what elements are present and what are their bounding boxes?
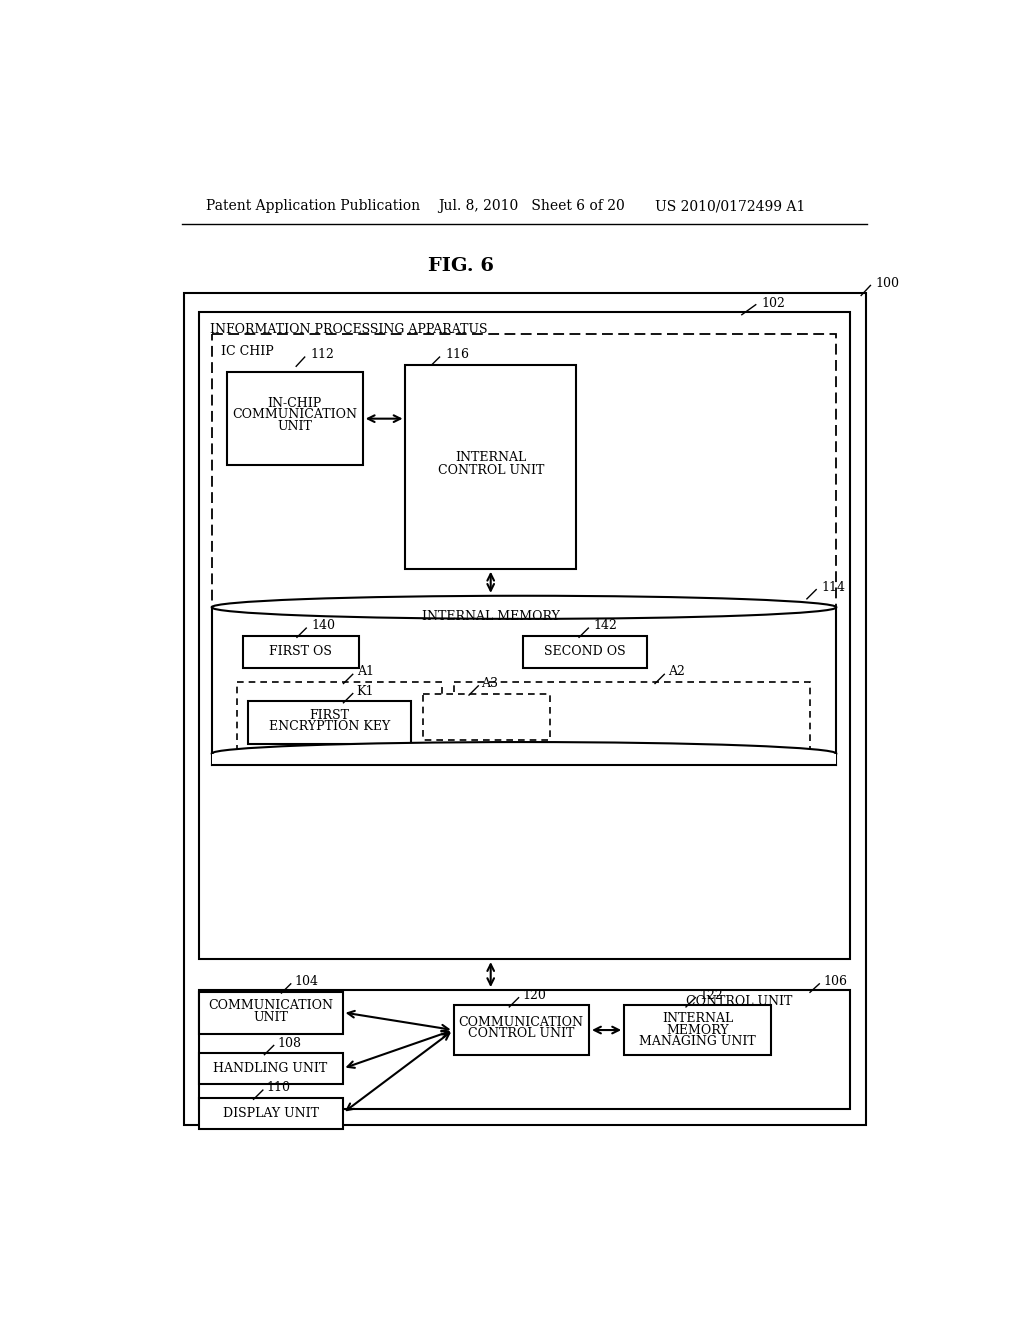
Text: 110: 110 — [266, 1081, 291, 1094]
Text: US 2010/0172499 A1: US 2010/0172499 A1 — [655, 199, 805, 213]
Bar — [406, 364, 575, 569]
Text: HANDLING UNIT: HANDLING UNIT — [213, 1063, 328, 1074]
Text: COMMUNICATION: COMMUNICATION — [459, 1016, 584, 1028]
Text: CONTROL UNIT: CONTROL UNIT — [437, 463, 544, 477]
Text: A1: A1 — [356, 665, 374, 678]
Text: 142: 142 — [594, 619, 617, 632]
Ellipse shape — [212, 742, 837, 766]
Text: FIG. 6: FIG. 6 — [428, 257, 495, 275]
Bar — [227, 372, 362, 465]
Text: 112: 112 — [310, 348, 334, 362]
Bar — [523, 636, 647, 668]
Text: 104: 104 — [295, 975, 318, 989]
Bar — [243, 636, 359, 668]
Bar — [212, 754, 837, 767]
Bar — [248, 701, 411, 743]
Text: 114: 114 — [821, 581, 846, 594]
Text: A3: A3 — [480, 677, 498, 690]
Text: 120: 120 — [522, 989, 547, 1002]
Text: UNIT: UNIT — [278, 420, 312, 433]
Text: INTERNAL: INTERNAL — [662, 1012, 733, 1026]
Text: ENCRYPTION KEY: ENCRYPTION KEY — [269, 721, 390, 733]
Bar — [200, 1098, 343, 1129]
Text: 102: 102 — [761, 297, 785, 310]
Text: IN-CHIP: IN-CHIP — [267, 397, 322, 409]
Text: 100: 100 — [876, 277, 900, 289]
Text: COMMUNICATION: COMMUNICATION — [232, 408, 357, 421]
Bar — [237, 682, 442, 751]
Text: INTERNAL MEMORY: INTERNAL MEMORY — [422, 610, 560, 623]
Text: IC CHIP: IC CHIP — [221, 345, 273, 358]
Text: Patent Application Publication: Patent Application Publication — [206, 199, 420, 213]
Text: INFORMATION PROCESSING APPARATUS: INFORMATION PROCESSING APPARATUS — [210, 323, 487, 337]
Text: FIRST: FIRST — [309, 709, 349, 722]
Text: INTERNAL: INTERNAL — [455, 450, 526, 463]
Bar — [200, 1053, 343, 1084]
Text: Jul. 8, 2010   Sheet 6 of 20: Jul. 8, 2010 Sheet 6 of 20 — [438, 199, 625, 213]
Text: MANAGING UNIT: MANAGING UNIT — [639, 1035, 756, 1048]
Bar — [454, 682, 810, 751]
Text: CONTROL UNIT: CONTROL UNIT — [686, 995, 793, 1008]
Text: 140: 140 — [311, 619, 336, 632]
Bar — [200, 991, 343, 1034]
Text: FIRST OS: FIRST OS — [269, 645, 332, 659]
Bar — [212, 607, 837, 766]
Text: UNIT: UNIT — [253, 1011, 288, 1024]
Text: CONTROL UNIT: CONTROL UNIT — [468, 1027, 574, 1040]
Bar — [183, 293, 866, 1125]
Text: MEMORY: MEMORY — [667, 1023, 729, 1036]
Bar — [423, 693, 550, 739]
Text: DISPLAY UNIT: DISPLAY UNIT — [222, 1106, 318, 1119]
Ellipse shape — [212, 595, 837, 619]
Bar — [200, 990, 850, 1109]
Bar — [624, 1006, 771, 1056]
Text: 122: 122 — [699, 989, 723, 1002]
Text: 116: 116 — [445, 348, 469, 362]
Text: SECOND OS: SECOND OS — [545, 645, 626, 659]
Bar — [212, 334, 837, 607]
Bar — [200, 313, 850, 960]
Text: COMMUNICATION: COMMUNICATION — [208, 999, 333, 1012]
Text: K1: K1 — [356, 685, 374, 698]
Text: 108: 108 — [278, 1036, 302, 1049]
Text: A2: A2 — [669, 665, 685, 678]
Text: 106: 106 — [823, 975, 847, 989]
Bar — [454, 1006, 589, 1056]
